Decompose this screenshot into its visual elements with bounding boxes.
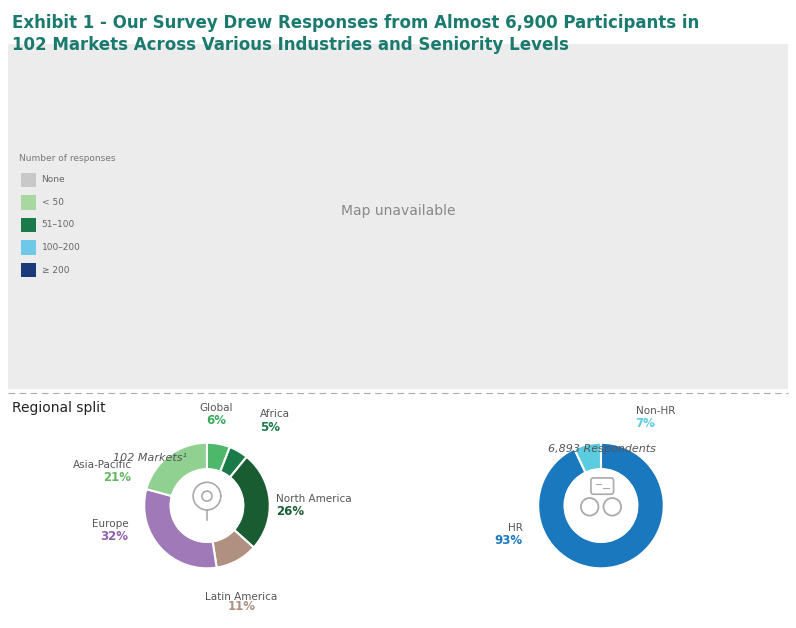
Text: Global: Global — [200, 403, 233, 413]
Circle shape — [170, 469, 244, 542]
Text: < 50: < 50 — [41, 198, 64, 207]
Text: ≥ 200: ≥ 200 — [41, 266, 69, 275]
Wedge shape — [144, 489, 217, 568]
FancyBboxPatch shape — [21, 195, 36, 210]
Text: North America: North America — [276, 494, 352, 504]
FancyBboxPatch shape — [21, 218, 36, 232]
Wedge shape — [146, 443, 207, 496]
Text: Map unavailable: Map unavailable — [341, 203, 455, 218]
Text: 51–100: 51–100 — [41, 220, 75, 229]
Text: 5%: 5% — [260, 421, 280, 433]
Wedge shape — [207, 443, 230, 472]
FancyBboxPatch shape — [21, 173, 36, 187]
Wedge shape — [230, 457, 270, 548]
Text: 6%: 6% — [206, 414, 226, 427]
FancyBboxPatch shape — [21, 241, 36, 255]
FancyBboxPatch shape — [21, 263, 36, 278]
Text: 102 Markets Across Various Industries and Seniority Levels: 102 Markets Across Various Industries an… — [12, 36, 569, 55]
Text: 6,893 Respondents: 6,893 Respondents — [548, 444, 655, 454]
Wedge shape — [574, 443, 601, 473]
Text: 93%: 93% — [494, 534, 522, 546]
Text: 32%: 32% — [100, 531, 128, 543]
Text: Asia-Pacific: Asia-Pacific — [72, 460, 131, 470]
Text: 7%: 7% — [635, 418, 655, 430]
Text: 11%: 11% — [228, 600, 256, 612]
Text: 21%: 21% — [103, 471, 131, 484]
Text: Non-HR: Non-HR — [635, 406, 675, 416]
Text: Latin America: Latin America — [205, 592, 278, 602]
Text: 102 Markets¹: 102 Markets¹ — [114, 453, 187, 463]
Text: None: None — [41, 175, 65, 184]
Text: Africa: Africa — [260, 409, 291, 420]
Circle shape — [564, 469, 638, 542]
Text: 100–200: 100–200 — [41, 243, 80, 252]
Wedge shape — [213, 530, 254, 568]
Text: Regional split: Regional split — [12, 401, 106, 414]
Text: Europe: Europe — [92, 519, 128, 529]
Text: HR: HR — [508, 522, 522, 533]
Text: 26%: 26% — [276, 506, 304, 518]
Text: Number of responses: Number of responses — [19, 154, 115, 163]
FancyBboxPatch shape — [591, 478, 614, 494]
Text: Exhibit 1 - Our Survey Drew Responses from Almost 6,900 Participants in: Exhibit 1 - Our Survey Drew Responses fr… — [12, 14, 699, 32]
Wedge shape — [538, 443, 664, 568]
Wedge shape — [220, 447, 247, 477]
